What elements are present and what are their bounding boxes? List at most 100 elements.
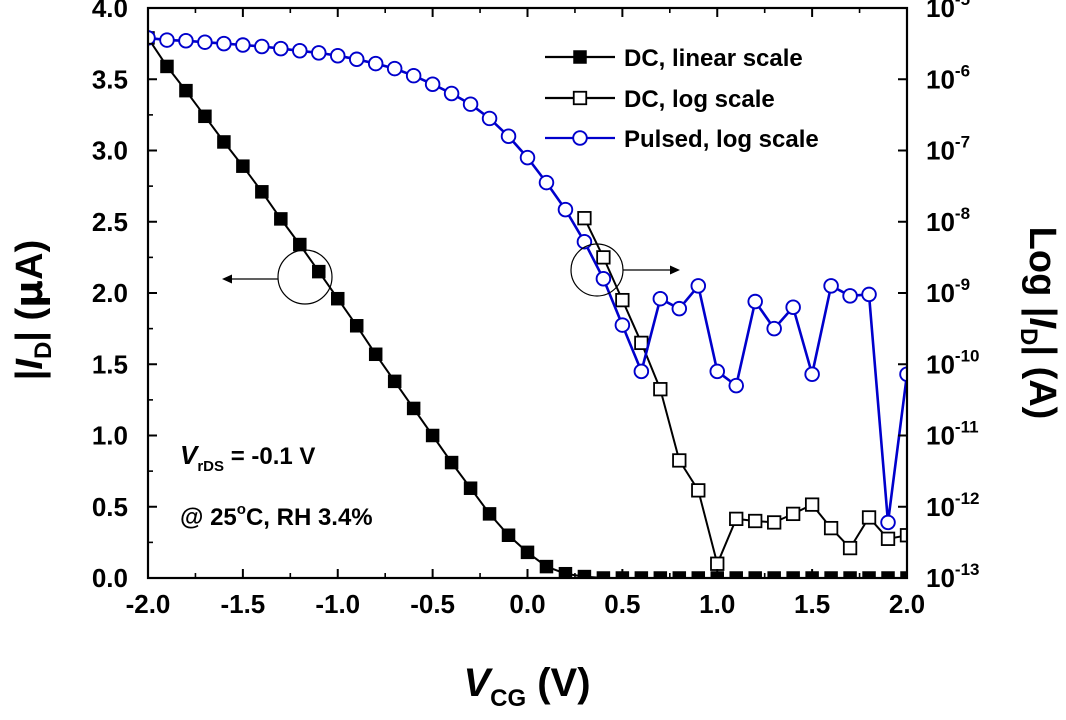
y-left-title-main: I [9,358,51,370]
series-3-marker [254,38,270,55]
series-1-marker [881,571,895,578]
series-1-marker [501,528,516,542]
series-2-marker [880,531,896,546]
y-right-tick-base: 10 [926,421,955,451]
series-3-marker [178,33,194,49]
series-3-marker [273,40,289,57]
y-right-tick-exp: -5 [955,0,970,9]
left-series-indicator-circle [277,249,333,305]
series-3-marker [443,85,460,102]
series-2 [577,211,907,571]
series-2-marker [823,520,839,536]
series-3-marker [348,51,365,68]
condition-sup: o [237,501,246,518]
legend-label: Pulsed, log scale [624,126,819,153]
condition-post: C, RH 3.4% [246,504,373,531]
x-tick-label: -2.0 [126,589,171,619]
y-left-tick-label: 4.0 [92,0,128,23]
series-3-marker [311,45,327,61]
series-2-marker [615,292,630,308]
x-axis-title-main: V [463,661,493,705]
series-1-marker [786,571,800,578]
vrds-rest: = -0.1 V [224,443,315,470]
series-1-marker [236,159,250,173]
series-3-marker [652,290,669,307]
series-1-marker [824,571,838,578]
vrds-annotation: VrDS = -0.1 V [180,440,315,475]
vrds-main: V [180,440,200,470]
series-3-marker [709,363,726,380]
series-3-marker [880,514,896,531]
series-2-marker [634,335,649,351]
series-2-marker [804,497,820,512]
y-right-tick-exp: -7 [955,133,970,152]
y-right-tick-label: 10-11 [926,418,979,451]
legend: DC, linear scale DC, log scale Pulsed, log… [545,45,819,153]
series-1-marker [520,545,535,560]
y-left-tick-labels: 0.0 0.5 1.0 1.5 2.0 2.5 3.0 3.5 4.0 [92,0,128,593]
series-1-marker [634,571,649,578]
series-1-marker [539,559,554,574]
series-1-marker [900,571,907,578]
x-axis-title-sub: CG [490,685,526,712]
series-3-marker [462,96,479,112]
series-3-marker [785,299,801,316]
series-2-marker [577,211,592,226]
series-3-marker [861,286,877,303]
y-right-tick-base: 10 [926,0,955,23]
y-right-tick-base: 10 [926,64,955,94]
series-1-marker [387,374,402,389]
y-right-title-post: | (A) [1021,345,1063,419]
series-3-marker [633,363,650,380]
y-right-tick-base: 10 [926,563,955,593]
series-1-marker [406,401,421,416]
y-right-tick-exp: -9 [955,275,970,294]
annotation-graphics [222,243,680,305]
series-1-marker [179,83,193,98]
legend-marker [573,50,587,64]
series-1-marker [349,319,364,333]
series-3-marker [216,35,232,52]
series-1-marker [255,185,269,199]
series-3-marker [367,55,384,72]
y-right-tick-base: 10 [926,492,955,522]
axes-frame [146,6,909,580]
series-3-marker [576,233,593,250]
series-2-marker [748,513,763,529]
x-tick-label: -0.5 [410,589,455,619]
y-right-tick-label: 10-7 [926,133,970,166]
series-3-marker [804,366,820,382]
y-left-tick-label: 2.0 [92,278,128,308]
series-1-marker [425,428,440,443]
series-3-marker [557,201,574,218]
series-2-marker [710,556,725,571]
series-3-marker [899,366,907,382]
series-2-marker [899,528,907,543]
series-3-marker [405,67,422,84]
series-1-marker [198,109,212,124]
series-3-marker [235,37,251,53]
series-2-marker [767,515,782,530]
x-tick-label: -1.5 [220,589,265,619]
y-right-tick-base: 10 [926,278,955,308]
series-3-marker [842,288,858,304]
y-left-title-pre: | [9,370,51,381]
legend-item: DC, log scale [545,86,775,113]
series-3-marker [823,278,839,294]
y-right-tick-base: 10 [926,136,955,166]
y-left-tick-label: 3.0 [92,136,128,166]
series-2-marker [861,510,877,525]
series-3-marker [595,271,612,287]
series-1-marker [331,291,345,306]
series-1-marker [729,571,743,578]
x-tick-label: 1.5 [794,589,830,619]
series-2-marker [596,250,611,265]
series-3-marker [424,76,441,92]
series-3-marker [330,47,346,64]
y-left-tick-label: 3.5 [92,64,128,94]
series-1-marker [862,571,876,578]
y-left-axis-title: |ID| (μA) [7,240,57,380]
x-tick-label: 0.5 [604,589,640,619]
